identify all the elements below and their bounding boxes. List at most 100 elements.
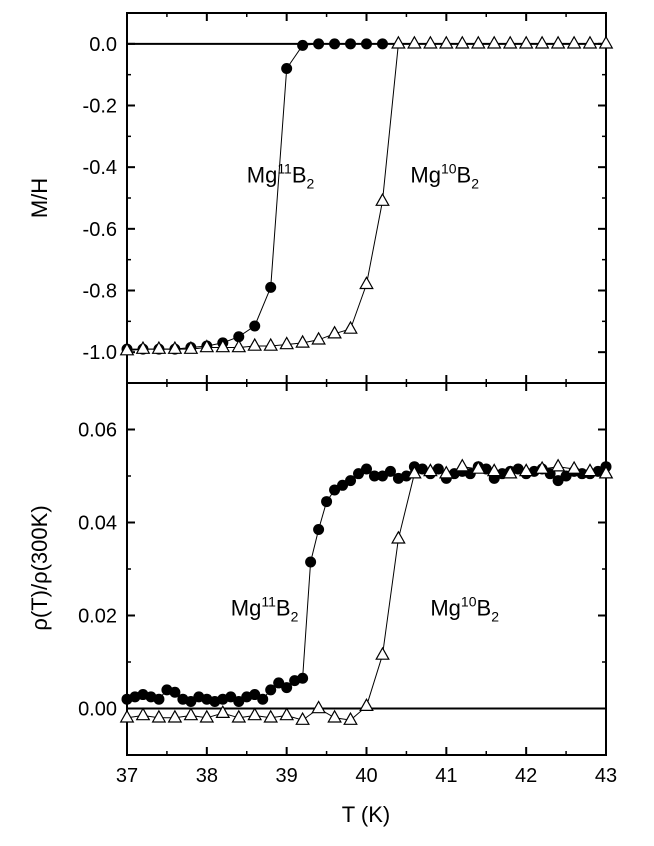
point-Mg11B2 (281, 63, 293, 74)
point-Mg10B2 (343, 320, 358, 334)
point-Mg11B2 (225, 691, 237, 703)
x-tick-label: 40 (355, 765, 377, 787)
point-Mg10B2 (566, 35, 582, 49)
point-Mg11B2 (297, 672, 309, 684)
point-Mg11B2 (273, 677, 285, 689)
series-annotation: Mg11B2 (247, 161, 315, 192)
point-Mg10B2 (199, 339, 215, 353)
point-Mg11B2 (329, 38, 341, 50)
series-line-Mg11B2 (127, 43, 383, 350)
point-Mg10B2 (279, 336, 295, 350)
point-Mg10B2 (582, 463, 598, 477)
y-tick-label: 0.04 (78, 513, 117, 535)
point-Mg10B2 (279, 707, 295, 721)
point-Mg10B2 (327, 325, 342, 339)
point-Mg11B2 (400, 470, 412, 482)
point-Mg10B2 (375, 646, 390, 660)
point-Mg10B2 (359, 697, 374, 712)
x-tick-label: 37 (116, 765, 138, 787)
point-Mg10B2 (454, 458, 470, 472)
point-Mg10B2 (199, 709, 215, 723)
point-Mg11B2 (337, 479, 349, 491)
point-Mg10B2 (295, 711, 310, 725)
point-Mg10B2 (167, 340, 183, 354)
point-Mg10B2 (295, 334, 310, 348)
point-Mg10B2 (534, 35, 550, 49)
x-tick-label: 43 (595, 765, 617, 787)
point-Mg11B2 (552, 475, 564, 487)
point-Mg10B2 (391, 530, 406, 544)
point-Mg10B2 (215, 704, 231, 719)
point-Mg10B2 (486, 463, 502, 477)
point-Mg10B2 (518, 35, 534, 49)
point-Mg10B2 (423, 463, 438, 477)
series-line-Mg10B2 (126, 466, 607, 721)
point-Mg10B2 (470, 35, 486, 49)
point-Mg11B2 (297, 39, 309, 51)
x-axis-title: T (K) (342, 802, 390, 827)
point-Mg10B2 (183, 340, 199, 354)
point-Mg11B2 (345, 38, 357, 50)
y-tick-label: -0.2 (83, 96, 117, 118)
point-Mg10B2 (423, 35, 438, 49)
x-tick-label: 41 (435, 765, 457, 787)
point-Mg10B2 (167, 709, 183, 723)
y-axis-title-top: M/H (27, 178, 52, 218)
top-panel: 0.0 -0.2 -0.4 -0.6 -0.8 -1.0 Mg11B2 Mg10B2 (83, 13, 614, 383)
y-tick-label: 0.02 (78, 606, 117, 628)
point-Mg11B2 (169, 686, 181, 698)
point-Mg11B2 (376, 38, 388, 50)
point-Mg10B2 (119, 342, 135, 356)
point-Mg10B2 (215, 339, 231, 353)
point-Mg11B2 (265, 281, 277, 293)
point-Mg10B2 (151, 709, 167, 723)
point-Mg11B2 (368, 470, 380, 482)
point-Mg10B2 (247, 337, 263, 351)
point-Mg10B2 (119, 709, 135, 723)
y-tick-label: -0.8 (83, 281, 117, 303)
point-Mg11B2 (353, 468, 365, 480)
y-tick-label: -1.0 (83, 342, 117, 364)
top-plot-frame (126, 12, 607, 384)
point-Mg10B2 (391, 35, 406, 49)
point-Mg10B2 (598, 35, 614, 49)
point-Mg11B2 (257, 693, 269, 705)
y-axis-title-bottom: ρ(T)/ρ(300K) (27, 505, 52, 630)
point-Mg11B2 (153, 693, 165, 705)
point-Mg10B2 (263, 337, 279, 351)
point-Mg10B2 (486, 35, 502, 49)
point-Mg10B2 (582, 35, 598, 49)
point-Mg11B2 (233, 696, 245, 708)
point-Mg10B2 (518, 463, 534, 477)
point-Mg10B2 (263, 709, 279, 723)
point-Mg10B2 (343, 711, 358, 725)
point-Mg11B2 (233, 331, 245, 343)
x-tick-label: 42 (515, 765, 537, 787)
point-Mg10B2 (311, 700, 326, 714)
point-Mg10B2 (375, 192, 390, 206)
point-Mg10B2 (135, 707, 151, 721)
point-Mg11B2 (249, 320, 261, 332)
y-tick-label: 0.0 (89, 34, 117, 56)
series-line-Mg11B2 (126, 466, 607, 703)
series-line-Mg10B2 (126, 43, 606, 352)
point-Mg10B2 (231, 339, 247, 353)
point-Mg10B2 (151, 340, 167, 354)
y-tick-label: -0.4 (83, 157, 117, 179)
y-tick-label: 0.06 (78, 420, 117, 442)
point-Mg11B2 (185, 696, 197, 708)
series-annotation: Mg11B2 (231, 594, 299, 625)
point-Mg11B2 (313, 523, 325, 535)
point-Mg11B2 (281, 682, 293, 694)
bottom-panel: 0.06 0.04 0.02 0.00 Mg11B2 Mg10B2 (78, 383, 614, 755)
point-Mg10B2 (454, 35, 470, 49)
point-Mg10B2 (534, 460, 550, 474)
point-Mg10B2 (327, 709, 342, 723)
point-Mg11B2 (376, 470, 388, 482)
y-tick-label: 0.00 (78, 699, 117, 721)
point-Mg10B2 (566, 460, 582, 474)
series-annotation: Mg10B2 (430, 594, 499, 625)
point-Mg10B2 (550, 458, 566, 472)
point-Mg10B2 (247, 707, 263, 721)
